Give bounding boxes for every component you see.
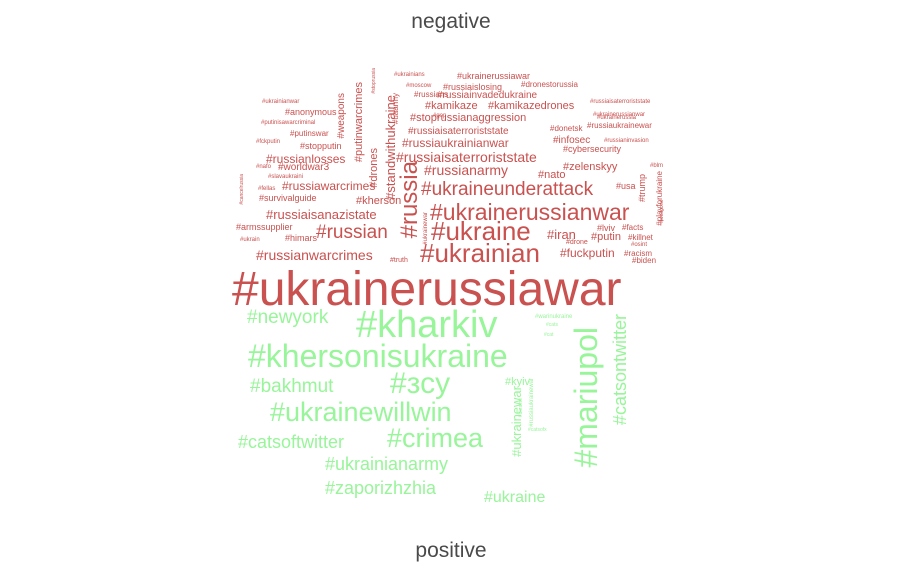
negative-heading: negative bbox=[411, 10, 491, 33]
negative-word: #putinswar bbox=[290, 129, 329, 138]
negative-word: #fuckputin bbox=[560, 246, 615, 260]
negative-word: #usa bbox=[616, 181, 636, 191]
negative-word: #fckputin bbox=[256, 139, 281, 145]
negative-word: #armssupplier bbox=[236, 222, 293, 232]
negative-word: #worldwar3 bbox=[278, 162, 330, 173]
negative-word: #ukrainewar bbox=[423, 212, 429, 245]
negative-word: #racism bbox=[624, 249, 653, 258]
negative-word: #ukrainerussiawar bbox=[457, 71, 531, 81]
negative-word: #blm bbox=[650, 163, 664, 169]
negative-word: #weapons bbox=[336, 93, 347, 139]
negative-word: #gop bbox=[433, 113, 447, 119]
negative-word: #stoprussia bbox=[371, 68, 377, 94]
negative-word: #ukrain bbox=[240, 237, 260, 243]
negative-word: #trump bbox=[637, 174, 647, 203]
positive-word: #bakhmut bbox=[250, 376, 334, 397]
positive-heading: positive bbox=[415, 539, 487, 562]
positive-word: #russiaukrainewar bbox=[529, 378, 535, 427]
negative-word: #kamikaze bbox=[425, 100, 478, 112]
negative-word: #russians bbox=[414, 90, 449, 99]
positive-word: #newyork bbox=[247, 307, 329, 328]
negative-word: #ukrainianwar bbox=[262, 99, 300, 105]
negative-word: #russiaisaterroriststate bbox=[590, 99, 651, 105]
negative-word: #fellas bbox=[258, 186, 276, 192]
positive-word: #mariupol bbox=[568, 327, 604, 468]
negative-word: #russiaislosing bbox=[443, 82, 503, 92]
negative-word: #nafo bbox=[256, 164, 272, 170]
negative-word: #anonymous bbox=[285, 107, 337, 117]
positive-word: #ukrainewar bbox=[509, 386, 524, 457]
negative-word: #russiaukrainewar bbox=[587, 121, 652, 130]
negative-word: #russiaisanazistate bbox=[266, 207, 377, 222]
positive-word: #crimea bbox=[387, 423, 484, 453]
negative-word: #killnet bbox=[628, 233, 653, 242]
negative-word: #nato bbox=[538, 169, 566, 181]
positive-word: #khersonisukraine bbox=[248, 338, 508, 374]
negative-word: #putinwarcrimes bbox=[353, 82, 365, 163]
negative-word: #cybersecurity bbox=[563, 144, 622, 154]
positive-word: #ukrainewillwin bbox=[270, 397, 452, 427]
negative-word: #drone bbox=[566, 239, 588, 246]
negative-word: #weapons bbox=[659, 200, 665, 223]
negative-word: #russia bbox=[396, 161, 423, 239]
negative-word: #stoprussianaggression bbox=[410, 112, 527, 124]
negative-word: #drones bbox=[368, 148, 380, 188]
negative-word: #russiaisaterroriststate bbox=[396, 149, 537, 165]
negative-word: #ukrainerussia bbox=[597, 115, 637, 121]
negative-word: #biden bbox=[632, 256, 657, 265]
negative-word: #survivalguide bbox=[259, 193, 317, 203]
positive-word: #cat bbox=[544, 332, 554, 338]
negative-word: #zelenskyy bbox=[563, 161, 618, 173]
negative-word: #ukrainerussiawar bbox=[232, 263, 622, 316]
negative-word: #facts bbox=[622, 223, 644, 232]
positive-word: #kharkiv bbox=[356, 304, 498, 346]
negative-word: #stopputin bbox=[300, 141, 342, 151]
negative-word: #russian bbox=[316, 222, 388, 243]
negative-word: #iran bbox=[547, 227, 576, 242]
positive-word: #ukrainianarmy bbox=[325, 454, 449, 474]
negative-word: #himars bbox=[285, 233, 318, 243]
negative-word: #uaarmy bbox=[391, 93, 400, 125]
positive-word: #catsoftwitter bbox=[238, 432, 345, 452]
negative-word: #ukraineunderattack bbox=[421, 179, 594, 200]
negative-word: #lviv bbox=[597, 223, 616, 233]
negative-word: #russianwarcrimes bbox=[256, 247, 373, 263]
negative-word: #russiaukrainianwar bbox=[402, 136, 509, 150]
negative-word: #russianinvasion bbox=[604, 138, 649, 144]
positive-word: #warinukraine bbox=[535, 314, 573, 320]
negative-word: #osint bbox=[631, 242, 648, 248]
negative-word: #russiainvadedukraine bbox=[437, 90, 538, 101]
negative-word: #russiaisaterroriststate bbox=[408, 126, 509, 137]
negative-word: #russianarmy bbox=[424, 162, 509, 178]
negative-word: #ukrainerussianwar bbox=[430, 199, 630, 225]
positive-word: #zaporizhzhia bbox=[325, 478, 437, 498]
negative-word: #putinisawarcriminal bbox=[261, 120, 316, 126]
positive-word: #kyiv bbox=[505, 376, 531, 388]
negative-word: #moscow bbox=[406, 83, 432, 89]
negative-word: #russiawarcrimes bbox=[282, 179, 376, 193]
negative-word: #infosec bbox=[553, 135, 591, 146]
negative-word: #ukrainerussianwar bbox=[593, 112, 646, 118]
negative-word: #russianlosses bbox=[266, 152, 346, 166]
negative-word: #ukraine bbox=[431, 216, 531, 246]
positive-word: #зсу bbox=[390, 367, 451, 400]
positive-word: #catsofx bbox=[528, 427, 547, 433]
negative-word: #kherson bbox=[356, 195, 402, 207]
negative-word: #cancelrussia bbox=[239, 174, 245, 205]
positive-word: #catsontwitter bbox=[610, 314, 630, 426]
negative-word: #kamikazedrones bbox=[488, 100, 575, 112]
positive-word: #cats bbox=[546, 322, 558, 328]
negative-word: #dronestorussia bbox=[521, 80, 578, 89]
positive-word: #ukraine bbox=[484, 489, 546, 506]
negative-word: #donetsk bbox=[550, 124, 583, 133]
negative-word: #slavaukraini bbox=[268, 174, 304, 180]
negative-word: #truth bbox=[390, 257, 408, 264]
negative-word: #putin bbox=[591, 231, 621, 243]
negative-word: #ukrainians bbox=[394, 72, 425, 78]
negative-word: #ukrainian bbox=[420, 238, 540, 268]
positive-word: #ukraine bbox=[518, 398, 524, 418]
